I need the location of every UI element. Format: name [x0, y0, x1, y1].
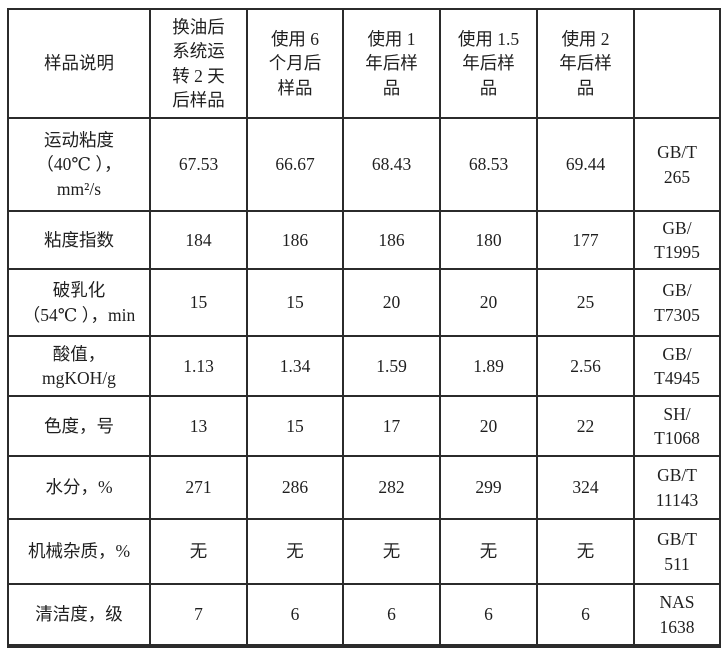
header-after-1-year: 使用 1 年后样 品: [342, 8, 441, 119]
data-cell: 15: [246, 395, 344, 457]
row-label: 运动粘度 （40℃ ）， mm²/s: [7, 117, 151, 212]
data-cell: 271: [149, 455, 248, 520]
table-row-viscosity-index: 粘度指数 184 186 186 180 177 GB/ T1995: [7, 210, 721, 270]
data-cell: 66.67: [246, 117, 344, 212]
standard-cell: GB/ T1995: [633, 210, 721, 270]
data-cell: 无: [246, 518, 344, 585]
header-after-oil-change-2days: 换油后 系统运 转 2 天 后样品: [149, 8, 248, 119]
header-after-6-months: 使用 6 个月后 样品: [246, 8, 344, 119]
row-label: 酸值， mgKOH/g: [7, 335, 151, 397]
row-label: 粘度指数: [7, 210, 151, 270]
data-cell: 1.13: [149, 335, 248, 397]
table-header-row: 样品说明 换油后 系统运 转 2 天 后样品 使用 6 个月后 样品 使用 1 …: [7, 8, 721, 119]
data-cell: 20: [439, 268, 538, 337]
data-cell: 22: [536, 395, 635, 457]
data-cell: 68.43: [342, 117, 441, 212]
table-row-acid-value: 酸值， mgKOH/g 1.13 1.34 1.59 1.89 2.56 GB/…: [7, 335, 721, 397]
data-cell: 无: [439, 518, 538, 585]
data-cell: 180: [439, 210, 538, 270]
row-label: 清洁度，级: [7, 583, 151, 647]
data-cell: 6: [246, 583, 344, 647]
standard-cell: GB/T 511: [633, 518, 721, 585]
table-row-mechanical-impurities: 机械杂质，% 无 无 无 无 无 GB/T 511: [7, 518, 721, 585]
standard-cell: GB/ T7305: [633, 268, 721, 337]
row-label: 破乳化 （54℃ ），min: [7, 268, 151, 337]
data-cell: 67.53: [149, 117, 248, 212]
data-cell: 6: [342, 583, 441, 647]
header-after-2-years: 使用 2 年后样 品: [536, 8, 635, 119]
header-after-1-5-years: 使用 1.5 年后样 品: [439, 8, 538, 119]
data-cell: 69.44: [536, 117, 635, 212]
standard-cell: NAS 1638: [633, 583, 721, 647]
table-row-cleanliness: 清洁度，级 7 6 6 6 6 NAS 1638: [7, 583, 721, 647]
standard-cell: SH/ T1068: [633, 395, 721, 457]
data-cell: 20: [439, 395, 538, 457]
data-cell: 282: [342, 455, 441, 520]
table-row-water-content: 水分，% 271 286 282 299 324 GB/T 11143: [7, 455, 721, 520]
header-sample-description: 样品说明: [7, 8, 151, 119]
data-cell: 177: [536, 210, 635, 270]
standard-cell: GB/T 265: [633, 117, 721, 212]
oil-sample-analysis-table: 样品说明 换油后 系统运 转 2 天 后样品 使用 6 个月后 样品 使用 1 …: [7, 8, 721, 648]
data-cell: 6: [439, 583, 538, 647]
data-cell: 17: [342, 395, 441, 457]
data-cell: 186: [246, 210, 344, 270]
standard-cell: GB/T 11143: [633, 455, 721, 520]
row-label: 色度，号: [7, 395, 151, 457]
data-cell: 7: [149, 583, 248, 647]
data-cell: 1.59: [342, 335, 441, 397]
data-cell: 25: [536, 268, 635, 337]
table-row-color: 色度，号 13 15 17 20 22 SH/ T1068: [7, 395, 721, 457]
data-cell: 2.56: [536, 335, 635, 397]
standard-cell: GB/ T4945: [633, 335, 721, 397]
data-cell: 无: [149, 518, 248, 585]
row-label: 机械杂质，%: [7, 518, 151, 585]
data-cell: 68.53: [439, 117, 538, 212]
header-test-method: [633, 8, 721, 119]
data-cell: 299: [439, 455, 538, 520]
data-cell: 186: [342, 210, 441, 270]
data-cell: 13: [149, 395, 248, 457]
data-cell: 184: [149, 210, 248, 270]
data-cell: 20: [342, 268, 441, 337]
data-cell: 1.89: [439, 335, 538, 397]
data-cell: 6: [536, 583, 635, 647]
data-cell: 324: [536, 455, 635, 520]
data-cell: 286: [246, 455, 344, 520]
data-cell: 1.34: [246, 335, 344, 397]
table-row-kinematic-viscosity: 运动粘度 （40℃ ）， mm²/s 67.53 66.67 68.43 68.…: [7, 117, 721, 212]
data-cell: 15: [246, 268, 344, 337]
table-row-demulsification: 破乳化 （54℃ ），min 15 15 20 20 25 GB/ T7305: [7, 268, 721, 337]
row-label: 水分，%: [7, 455, 151, 520]
data-cell: 无: [536, 518, 635, 585]
data-cell: 无: [342, 518, 441, 585]
data-cell: 15: [149, 268, 248, 337]
